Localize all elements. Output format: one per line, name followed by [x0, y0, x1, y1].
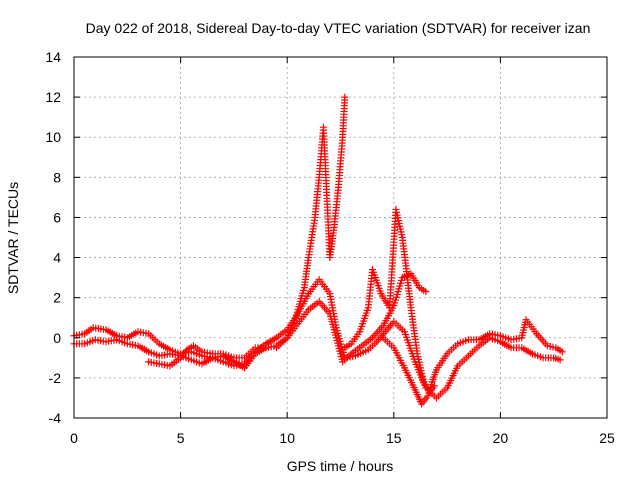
- x-tick-label: 20: [493, 430, 509, 446]
- plot-frame: [73, 56, 608, 419]
- data-points: [379, 316, 566, 408]
- x-tick-label: 25: [599, 430, 615, 446]
- tick-layer: 0 5 10 15 20 25 -4 -2 0 2 4 6 8 10 12 14: [45, 49, 615, 446]
- x-tick-label: 15: [386, 430, 402, 446]
- y-tick-label: 12: [45, 89, 61, 105]
- y-tick-label: -4: [49, 410, 62, 426]
- y-tick-label: 2: [53, 290, 61, 306]
- x-tick-label: 0: [70, 430, 78, 446]
- data-points: [145, 342, 270, 370]
- data-series-arc-3: [273, 93, 349, 352]
- x-tick-label: 5: [177, 430, 185, 446]
- data-series-arc-4: [341, 205, 438, 396]
- series-layer: [70, 93, 566, 408]
- y-tick-label: 10: [45, 129, 61, 145]
- y-tick-label: 0: [53, 330, 61, 346]
- y-tick-label: 6: [53, 209, 61, 225]
- y-tick-label: 4: [53, 250, 61, 266]
- y-tick-label: -2: [49, 370, 62, 386]
- data-points: [273, 93, 349, 352]
- data-series-arc-6: [145, 342, 270, 370]
- data-series-arc-5: [379, 316, 566, 408]
- x-tick-label: 10: [279, 430, 295, 446]
- x-axis-label: GPS time / hours: [287, 458, 394, 474]
- y-axis-label: SDTVAR / TECUs: [5, 182, 21, 294]
- y-tick-label: 14: [45, 49, 61, 65]
- chart-title: Day 022 of 2018, Sidereal Day-to-day VTE…: [86, 20, 591, 36]
- y-tick-label: 8: [53, 169, 61, 185]
- data-points: [341, 205, 438, 396]
